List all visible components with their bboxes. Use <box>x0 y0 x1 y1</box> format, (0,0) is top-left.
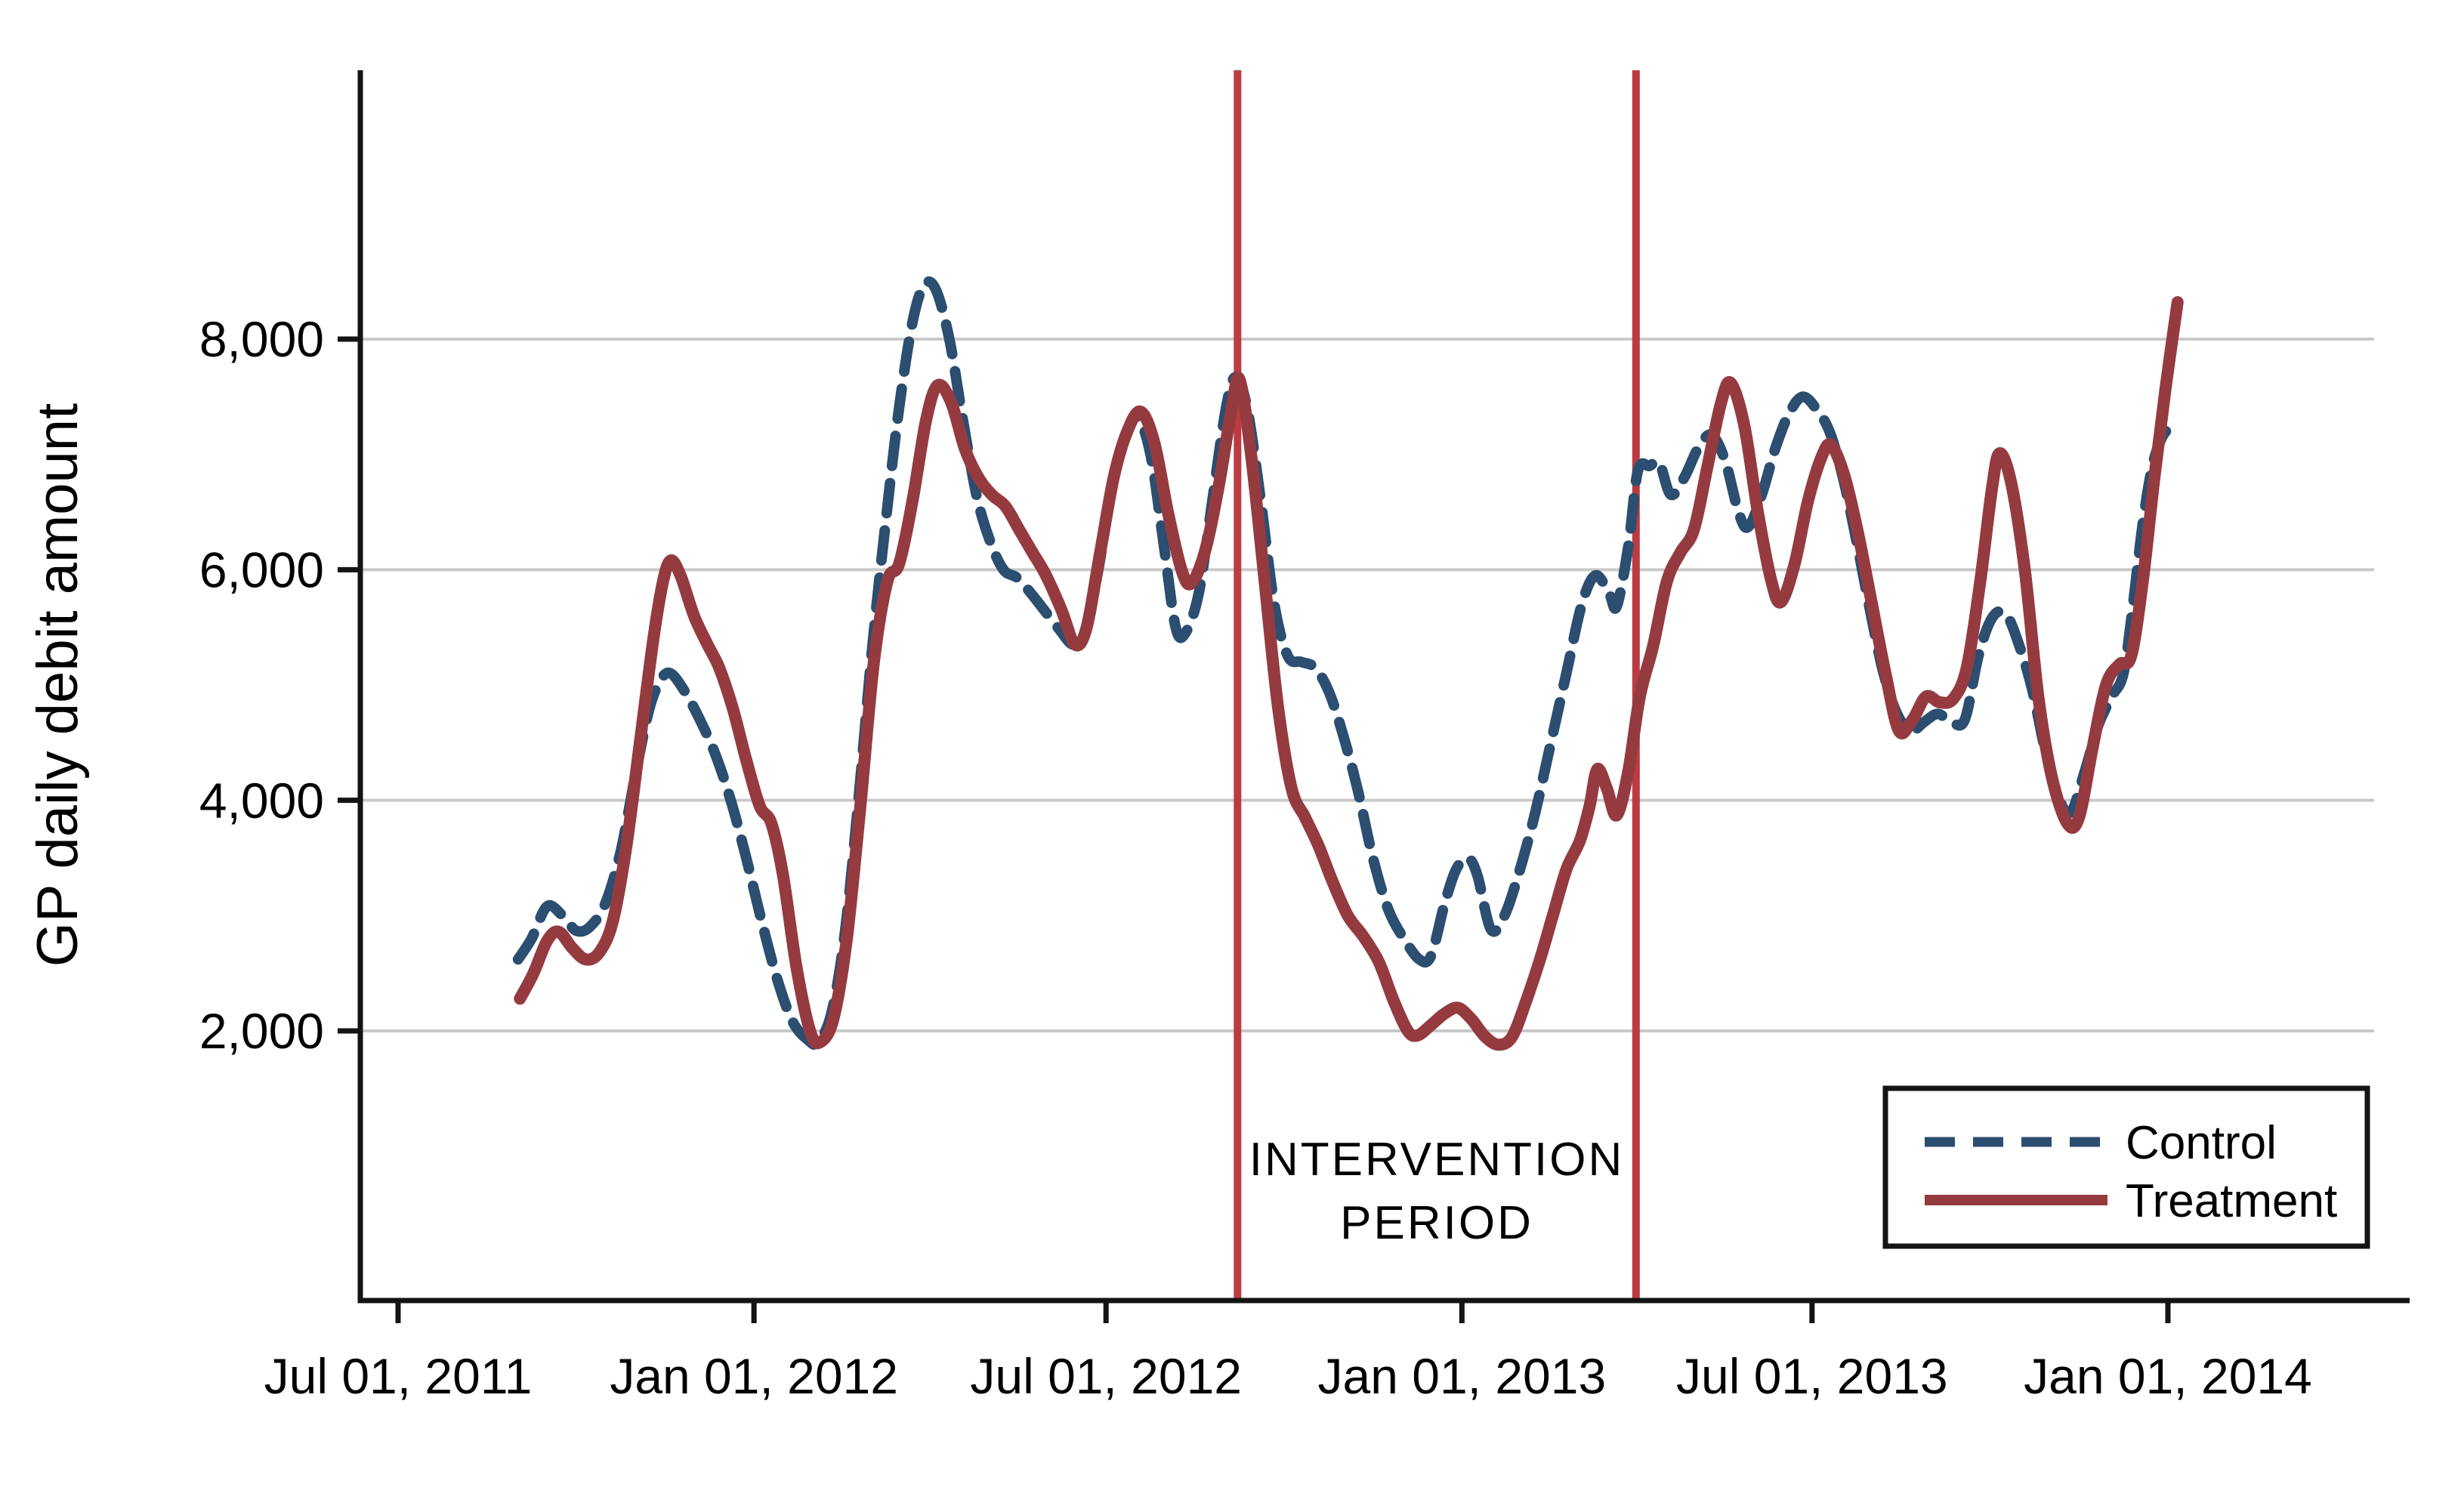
legend-treatment-label: Treatment <box>2126 1175 2337 1227</box>
y-ticks: 2,000 4,000 6,000 8,000 <box>199 311 360 1059</box>
legend: Control Treatment <box>1882 1085 2370 1249</box>
x-ticks: Jul 01, 2011 Jan 01, 2012 Jul 01, 2012 Jan … <box>264 1301 2312 1404</box>
intervention-label-line2: PERIOD <box>1340 1197 1533 1249</box>
y-tick-label: 2,000 <box>199 1003 324 1059</box>
y-tick-label: 6,000 <box>199 542 324 597</box>
y-axis-title: GP daily debit amount <box>26 403 90 967</box>
x-tick-label: Jul 01, 2013 <box>1676 1348 1948 1404</box>
x-tick-label: Jan 01, 2013 <box>1318 1348 1607 1404</box>
treatment-line <box>514 296 2184 1051</box>
legend-box <box>1882 1085 2370 1249</box>
x-tick-label: Jul 01, 2011 <box>264 1348 533 1404</box>
x-tick-label: Jul 01, 2012 <box>970 1348 1242 1404</box>
x-tick-label: Jan 01, 2014 <box>2024 1348 2312 1404</box>
axes <box>357 70 2410 1304</box>
intervention-vlines <box>1234 70 1640 1298</box>
x-tick-label: Jan 01, 2012 <box>610 1348 898 1404</box>
gridlines <box>360 338 2374 1033</box>
intervention-label-line1: INTERVENTION <box>1249 1134 1624 1186</box>
series-lines <box>512 276 2184 1051</box>
intervention-label: INTERVENTION PERIOD <box>1249 1134 1624 1249</box>
y-tick-label: 4,000 <box>199 773 324 829</box>
legend-control-label: Control <box>2126 1117 2277 1169</box>
y-tick-label: 8,000 <box>199 311 324 367</box>
control-line <box>512 276 2178 1051</box>
